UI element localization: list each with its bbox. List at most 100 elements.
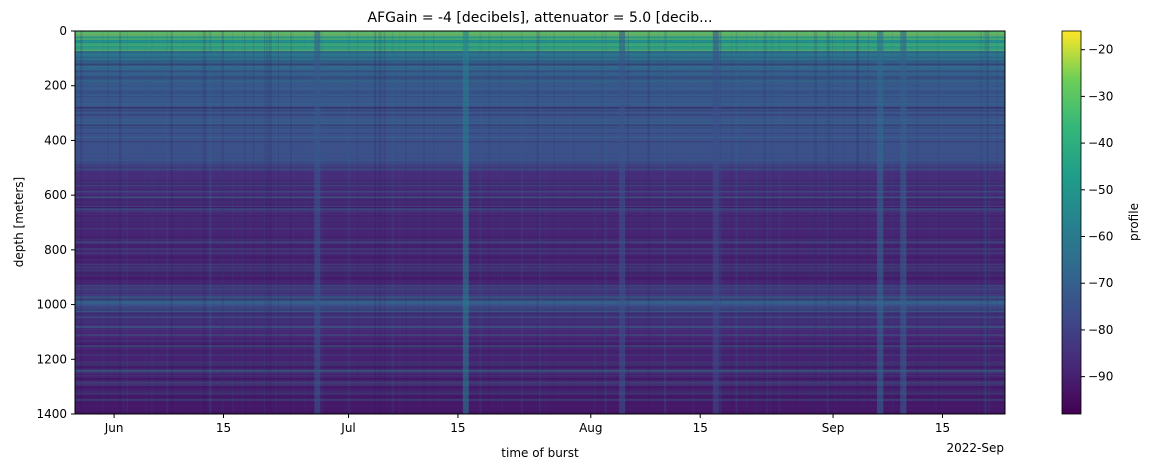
time-column bbox=[379, 31, 382, 414]
time-column bbox=[834, 31, 836, 414]
texture-line bbox=[75, 51, 1005, 53]
time-column bbox=[988, 31, 990, 414]
texture-line bbox=[75, 291, 1005, 293]
time-column bbox=[856, 31, 858, 414]
time-column bbox=[826, 31, 830, 414]
texture-line bbox=[75, 102, 1005, 103]
texture-line bbox=[75, 286, 1005, 288]
texture-line bbox=[75, 244, 1005, 246]
texture-line bbox=[75, 312, 1005, 314]
texture-line bbox=[75, 228, 1005, 230]
time-feature-band bbox=[314, 31, 321, 414]
texture-line bbox=[75, 314, 1005, 317]
texture-line bbox=[75, 152, 1005, 154]
texture-line bbox=[75, 302, 1005, 305]
texture-line bbox=[75, 74, 1005, 76]
time-column bbox=[252, 31, 255, 414]
texture-line bbox=[75, 312, 1005, 315]
time-column bbox=[986, 31, 989, 414]
y-tick-label: 1400 bbox=[36, 407, 67, 421]
time-column bbox=[814, 31, 817, 414]
time-column bbox=[983, 31, 986, 414]
texture-line bbox=[75, 182, 1005, 184]
time-column bbox=[199, 31, 201, 414]
texture-line bbox=[75, 198, 1005, 201]
texture-line bbox=[75, 368, 1005, 370]
y-tick-label: 1000 bbox=[36, 298, 67, 312]
time-column bbox=[988, 31, 990, 414]
texture-line bbox=[75, 295, 1005, 298]
texture-line bbox=[75, 393, 1005, 395]
y-tick-label: 400 bbox=[44, 133, 67, 147]
texture-line bbox=[75, 378, 1005, 380]
colorbar-tick-label: −80 bbox=[1088, 323, 1113, 337]
texture-line bbox=[75, 343, 1005, 346]
texture-line bbox=[75, 77, 1005, 79]
heatmap-time-columns bbox=[80, 31, 998, 414]
texture-line bbox=[75, 292, 1005, 294]
texture-line bbox=[75, 322, 1005, 323]
time-column bbox=[290, 31, 292, 414]
texture-line bbox=[75, 168, 1005, 170]
time-column bbox=[303, 31, 306, 414]
texture-line bbox=[75, 308, 1005, 309]
texture-line bbox=[75, 240, 1005, 243]
texture-line bbox=[75, 245, 1005, 247]
texture-line bbox=[75, 362, 1005, 364]
texture-line bbox=[75, 324, 1005, 325]
texture-line bbox=[75, 141, 1005, 143]
time-column bbox=[692, 31, 695, 414]
texture-line bbox=[75, 378, 1005, 380]
texture-line bbox=[75, 103, 1005, 105]
texture-line bbox=[75, 411, 1005, 413]
texture-line bbox=[75, 391, 1005, 394]
time-column bbox=[666, 31, 667, 414]
x-tick-label: Sep bbox=[822, 421, 845, 435]
time-column bbox=[982, 31, 984, 414]
texture-line bbox=[75, 335, 1005, 337]
time-column bbox=[663, 31, 667, 414]
time-column bbox=[150, 31, 153, 414]
texture-line bbox=[75, 385, 1005, 388]
texture-line bbox=[75, 106, 1005, 109]
time-column bbox=[796, 31, 798, 414]
texture-line bbox=[75, 79, 1005, 80]
time-column bbox=[347, 31, 350, 414]
time-column bbox=[813, 31, 815, 414]
texture-line bbox=[75, 128, 1005, 130]
time-column bbox=[122, 31, 125, 414]
texture-line bbox=[75, 300, 1005, 302]
time-column bbox=[996, 31, 998, 414]
texture-line bbox=[75, 240, 1005, 242]
y-tick-label: 600 bbox=[44, 188, 67, 202]
texture-line bbox=[75, 266, 1005, 269]
time-column bbox=[232, 31, 234, 414]
texture-line bbox=[75, 284, 1005, 287]
time-column bbox=[205, 31, 207, 414]
texture-line bbox=[75, 57, 1005, 60]
texture-line bbox=[75, 106, 1005, 109]
texture-line bbox=[75, 320, 1005, 322]
texture-line bbox=[75, 221, 1005, 223]
texture-line bbox=[75, 210, 1005, 212]
texture-line bbox=[75, 369, 1005, 372]
texture-line bbox=[75, 196, 1005, 199]
time-column bbox=[763, 31, 766, 414]
time-column bbox=[539, 31, 540, 414]
time-column bbox=[657, 31, 660, 414]
texture-line bbox=[75, 270, 1005, 272]
texture-line bbox=[75, 272, 1005, 274]
texture-line bbox=[75, 62, 1005, 63]
texture-line bbox=[75, 379, 1005, 381]
time-column bbox=[107, 31, 109, 414]
texture-line bbox=[75, 111, 1005, 113]
texture-line bbox=[75, 289, 1005, 291]
texture-line bbox=[75, 253, 1005, 255]
texture-line bbox=[75, 310, 1005, 312]
texture-line bbox=[75, 299, 1005, 301]
x-tick-label: 15 bbox=[216, 421, 231, 435]
time-column bbox=[391, 31, 394, 414]
time-column bbox=[244, 31, 246, 414]
texture-line bbox=[75, 278, 1005, 281]
